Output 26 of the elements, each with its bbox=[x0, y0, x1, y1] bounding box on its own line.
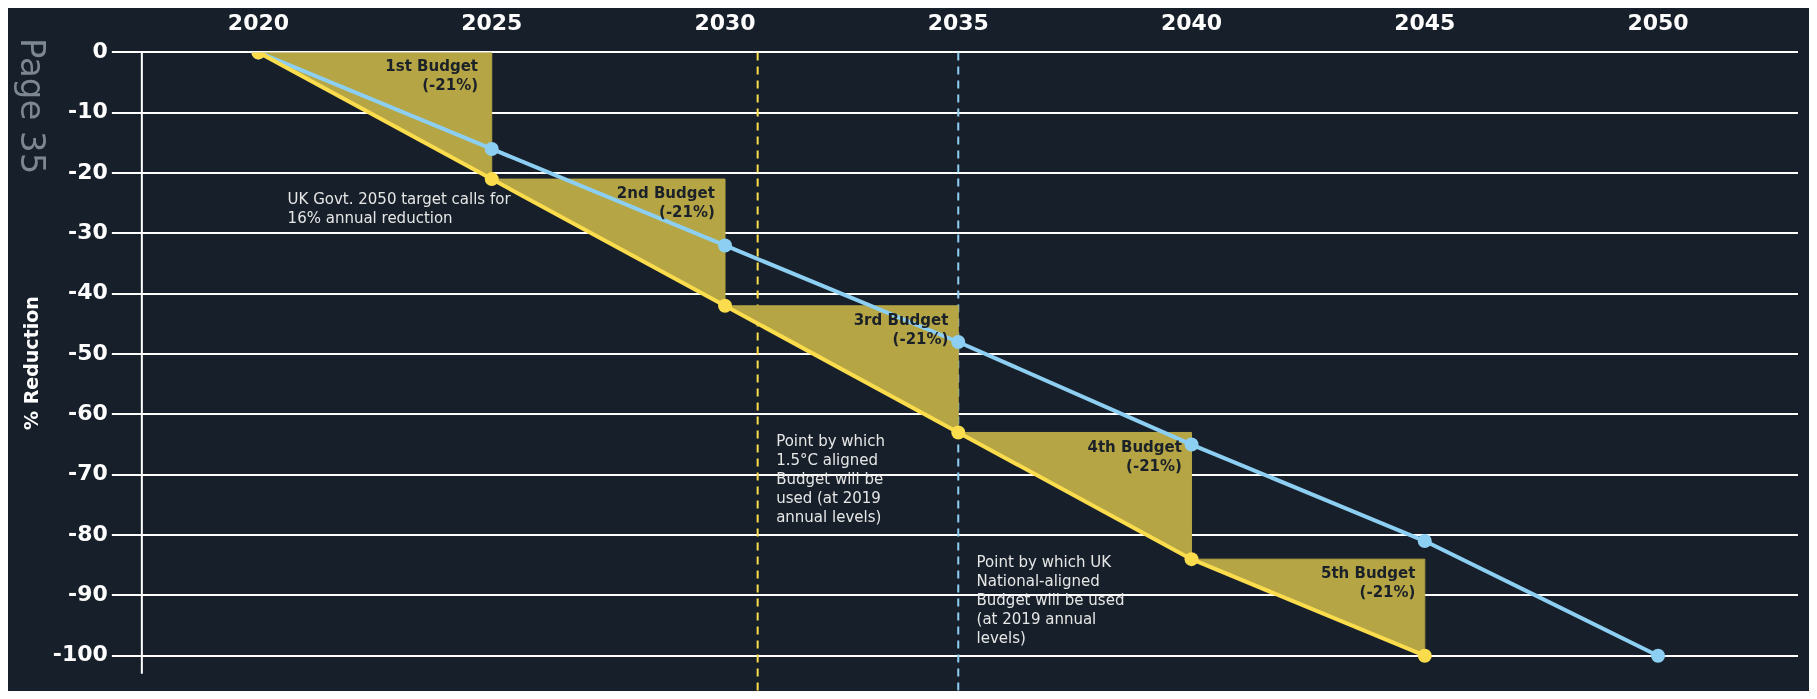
x-tick-label: 2020 bbox=[227, 9, 290, 35]
annotation: 5th Budget (-21%) bbox=[1320, 564, 1416, 602]
y-tick-label: -90 bbox=[68, 581, 108, 607]
y-tick-label: -20 bbox=[68, 158, 108, 184]
y-axis-title: % Reduction bbox=[20, 296, 43, 430]
y-tick-label: -50 bbox=[68, 339, 108, 365]
x-tick-label: 2050 bbox=[1627, 9, 1689, 35]
x-tick-label: 2040 bbox=[1160, 9, 1223, 35]
x-tick-label: 2030 bbox=[694, 9, 756, 35]
x-tick-label: 2025 bbox=[461, 9, 523, 35]
y-tick-label: -60 bbox=[68, 400, 108, 426]
y-tick-label: 0 bbox=[92, 38, 108, 64]
y-tick-label: -80 bbox=[68, 520, 108, 546]
annotation: UK Govt. 2050 target calls for 16% annual reduction bbox=[287, 189, 512, 227]
y-tick-label: -40 bbox=[68, 279, 108, 305]
y-tick-label: -10 bbox=[68, 98, 108, 124]
annotation: 1st Budget (-21%) bbox=[385, 57, 479, 95]
x-tick-label: 2035 bbox=[927, 9, 989, 35]
annotation: 4th Budget (-21%) bbox=[1087, 437, 1182, 475]
x-tick-label: 2045 bbox=[1394, 9, 1456, 35]
y-tick-label: -30 bbox=[68, 219, 108, 245]
y-tick-label: -70 bbox=[68, 460, 108, 486]
annotation: 2nd Budget (-21%) bbox=[616, 184, 715, 222]
annotation: Point by which UK National-aligned Budget will be used (at 2019 annual levels) bbox=[976, 553, 1125, 648]
y-tick-label: -100 bbox=[52, 641, 108, 667]
text: Page 35 bbox=[13, 38, 54, 175]
